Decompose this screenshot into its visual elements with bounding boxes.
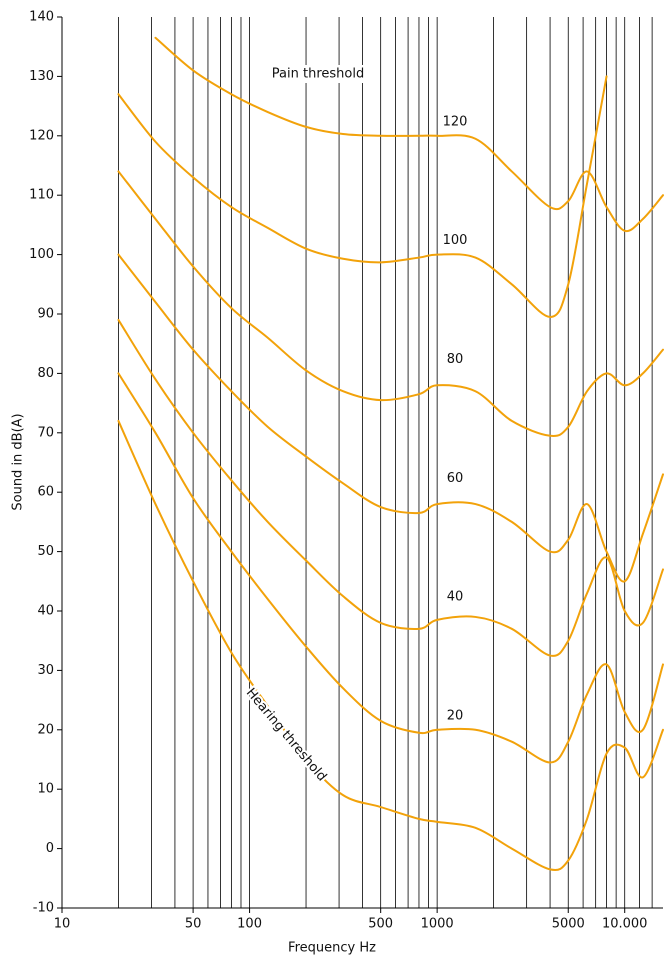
contour-label: 20 — [447, 708, 464, 723]
label-bg — [441, 706, 469, 725]
y-tick-label: 100 — [29, 247, 54, 262]
contour-label: 60 — [447, 471, 464, 486]
x-tick-label: 10 — [54, 917, 71, 932]
y-tick-label: 60 — [37, 485, 54, 500]
contour-line — [117, 318, 664, 657]
y-tick-label: 120 — [29, 128, 54, 143]
label-bg — [441, 350, 469, 369]
label-bg — [441, 588, 469, 607]
label-bg — [441, 112, 469, 131]
label-bg — [441, 231, 469, 250]
x-tick-label: 500 — [368, 917, 393, 932]
y-tick-label: 80 — [37, 366, 54, 381]
label-bg — [266, 65, 370, 83]
y-tick-label: 110 — [29, 188, 54, 203]
y-tick-label: 30 — [37, 663, 54, 678]
y-tick-label: 50 — [37, 544, 54, 559]
annotation: Pain threshold — [272, 67, 364, 82]
contour-line — [117, 253, 664, 583]
contour-line — [117, 75, 608, 318]
y-tick-label: 70 — [37, 425, 54, 440]
y-tick-label: 20 — [37, 722, 54, 737]
y-tick-label: -10 — [33, 901, 54, 916]
y-tick-label: 0 — [46, 841, 54, 856]
contour-label: 40 — [447, 590, 464, 605]
contour-label: 100 — [443, 233, 468, 248]
contour-label: 120 — [443, 114, 468, 129]
contour-label: 80 — [447, 352, 464, 367]
x-tick-label: 5000 — [552, 917, 585, 932]
y-tick-label: 130 — [29, 69, 54, 84]
x-tick-label: 1000 — [421, 917, 454, 932]
y-axis-label: Sound in dB(A) — [11, 413, 26, 510]
y-tick-label: 90 — [37, 307, 54, 322]
contour-line — [117, 170, 664, 437]
x-tick-label: 10.000 — [602, 917, 648, 932]
contour-line — [117, 372, 664, 764]
y-tick-label: 40 — [37, 604, 54, 619]
x-axis-label: Frequency Hz — [288, 941, 376, 956]
y-tick-label: 10 — [37, 782, 54, 797]
x-tick-label: 100 — [237, 917, 262, 932]
contour-line — [117, 419, 664, 872]
annotation: Hearing threshold — [243, 686, 329, 785]
label-bg — [441, 469, 469, 488]
contour-line — [154, 36, 664, 233]
y-tick-label: 140 — [29, 10, 54, 25]
x-tick-label: 50 — [185, 917, 202, 932]
